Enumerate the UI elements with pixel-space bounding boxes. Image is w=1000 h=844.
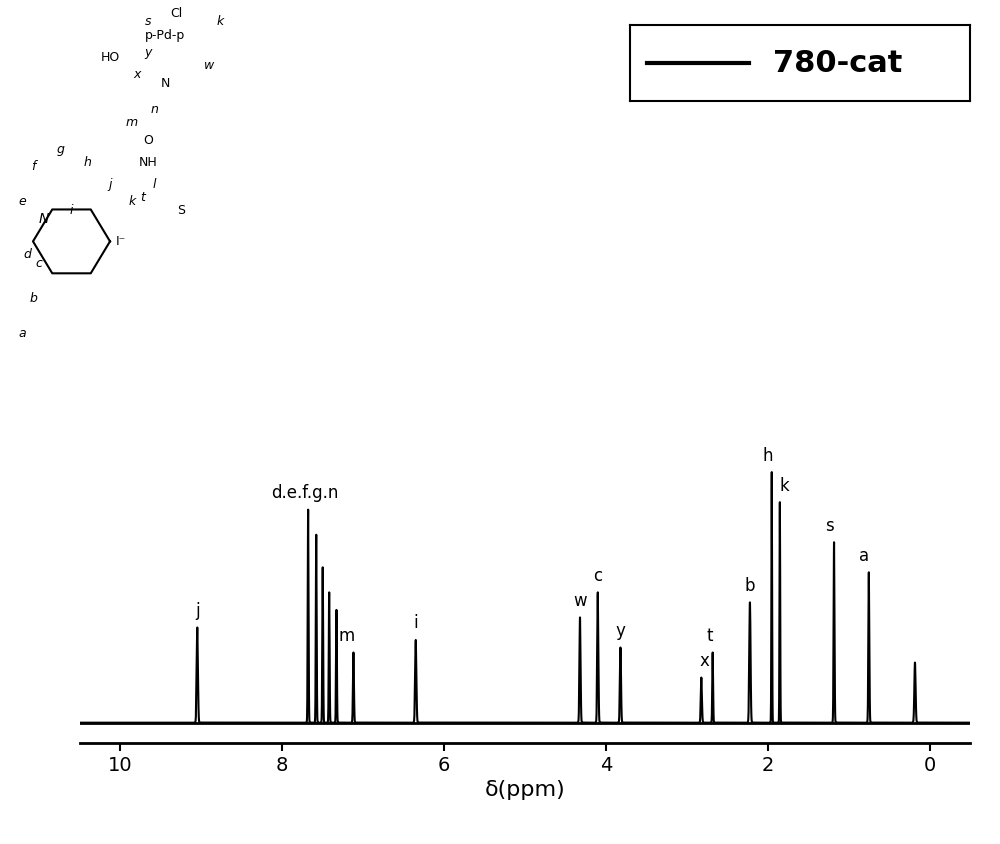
Text: k: k (128, 195, 136, 208)
Text: Cl: Cl (170, 7, 182, 19)
Text: n: n (150, 103, 158, 116)
Text: p-Pd-p: p-Pd-p (145, 29, 185, 41)
Text: NH: NH (139, 156, 158, 169)
Text: N: N (160, 77, 170, 90)
Text: s: s (825, 517, 834, 535)
Text: i: i (70, 204, 73, 217)
Text: x: x (134, 68, 141, 81)
Text: b: b (745, 577, 755, 595)
Text: HO: HO (100, 51, 120, 63)
Text: y: y (616, 622, 625, 640)
Text: j: j (108, 178, 112, 191)
X-axis label: δ(ppm): δ(ppm) (485, 781, 565, 800)
Text: O: O (144, 134, 153, 147)
Text: t: t (141, 191, 145, 204)
Text: I⁻: I⁻ (116, 235, 126, 248)
Text: t: t (706, 627, 713, 645)
Text: m: m (126, 116, 138, 129)
Text: e: e (18, 195, 26, 208)
Text: d.e.f.g.n: d.e.f.g.n (271, 484, 339, 502)
Text: k: k (216, 15, 224, 29)
Text: a: a (859, 547, 869, 565)
Text: i: i (413, 614, 418, 632)
Text: S: S (178, 204, 186, 217)
Text: d: d (24, 248, 31, 261)
Text: N: N (39, 213, 49, 226)
Text: x: x (700, 652, 710, 670)
Text: s: s (145, 15, 152, 29)
Text: 780-cat: 780-cat (773, 49, 902, 78)
Text: y: y (145, 46, 152, 59)
Text: w: w (204, 59, 214, 73)
Text: w: w (573, 592, 587, 610)
Text: c: c (593, 567, 602, 585)
Text: c: c (35, 257, 42, 270)
Text: h: h (84, 156, 92, 169)
Text: j: j (195, 602, 200, 620)
Text: g: g (57, 143, 64, 156)
Text: a: a (18, 327, 26, 340)
Text: b: b (29, 292, 37, 305)
Text: l: l (152, 178, 156, 191)
Text: k: k (779, 477, 789, 495)
Text: m: m (339, 627, 355, 645)
Text: f: f (31, 160, 35, 173)
Text: h: h (762, 446, 773, 464)
